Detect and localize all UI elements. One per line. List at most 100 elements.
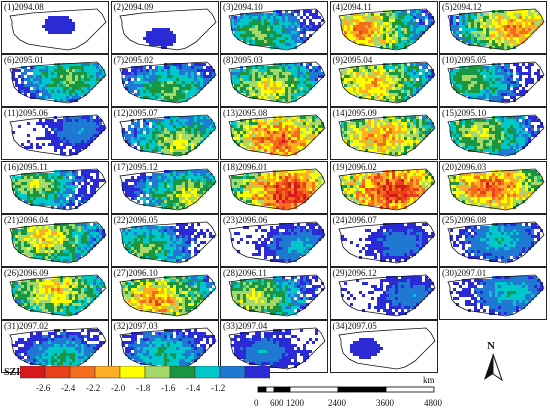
panel-label: (34)2097.05 <box>332 321 377 332</box>
drought-map <box>118 168 216 211</box>
drought-map <box>228 114 326 157</box>
panel-label: (13)2095.08 <box>223 108 268 119</box>
scale-segment <box>289 386 339 393</box>
panel-label: (21)2096.04 <box>4 214 49 225</box>
region-outline <box>118 327 216 370</box>
scale-segment <box>265 386 275 393</box>
panel-label: (26)2096.09 <box>4 268 49 278</box>
drought-map <box>447 168 545 211</box>
drought-map <box>337 168 435 211</box>
drought-map <box>9 114 107 157</box>
map-panel: (11)2095.06 <box>1 107 109 161</box>
drought-map <box>337 114 435 157</box>
map-panel: (13)2095.08 <box>220 107 328 161</box>
panel-label: (31)2097.02 <box>4 321 49 332</box>
north-arrow-icon <box>484 354 503 382</box>
map-panel: (4)2094.11 <box>329 1 438 54</box>
scale-segment <box>337 386 387 393</box>
map-panel: (15)2095.10 <box>439 107 547 161</box>
drought-map <box>337 61 435 104</box>
legend-tick-label: -1.2 <box>211 383 226 393</box>
map-panel: (9)2095.04 <box>329 54 438 108</box>
scale-tick-label: 600 <box>270 398 284 408</box>
drought-map <box>118 114 216 157</box>
legend-swatch <box>144 366 171 379</box>
drought-map <box>337 274 435 317</box>
panel-label: (10)2095.05 <box>442 55 487 66</box>
region-outline <box>228 221 326 264</box>
region-outline <box>447 114 545 157</box>
legend-tick-label: -1.6 <box>161 383 176 393</box>
drought-map <box>9 274 107 317</box>
region-outline <box>337 168 435 211</box>
map-panel: (32)2097.03 <box>110 320 219 374</box>
drought-map <box>447 274 545 317</box>
region-outline <box>447 221 545 264</box>
legend-swatch <box>194 366 221 379</box>
map-panel: (5)2094.12 <box>439 1 547 54</box>
panel-label: (30)2097.01 <box>442 268 487 278</box>
legend-swatch <box>94 366 121 379</box>
legend-tick-label: -2.0 <box>111 383 126 393</box>
region-outline <box>337 8 435 51</box>
region-outline <box>118 61 216 104</box>
region-outline <box>447 61 545 104</box>
scale-tick-label: 0 <box>254 398 259 408</box>
panel-label: (29)2096.12 <box>332 268 377 278</box>
drought-map <box>9 8 107 51</box>
scale-tick-label: 2400 <box>328 398 346 408</box>
map-panel: (24)2096.07 <box>329 213 438 267</box>
drought-map <box>447 221 545 264</box>
map-panel: (14)2095.09 <box>329 107 438 161</box>
drought-map <box>9 327 107 370</box>
region-outline <box>118 221 216 264</box>
region-outline <box>118 8 216 51</box>
map-panel: (12)2095.07 <box>110 107 219 161</box>
map-panel: (10)2095.05 <box>439 54 547 108</box>
legend-title: SZI <box>4 367 21 378</box>
panel-label: (6)2095.01 <box>4 55 44 66</box>
panel-label: (28)2096.11 <box>223 268 267 278</box>
panel-label: (7)2095.02 <box>113 55 154 66</box>
panel-label: (8)2095.03 <box>223 55 263 66</box>
legend-tick-label: -2.6 <box>36 383 51 393</box>
panel-label: (14)2095.09 <box>332 108 377 119</box>
region-outline <box>9 114 107 157</box>
region-outline <box>9 8 107 51</box>
region-outline <box>228 327 326 370</box>
drought-map <box>118 8 216 51</box>
region-outline <box>118 274 216 317</box>
panel-label: (18)2096.01 <box>223 161 268 172</box>
map-panel: (34)2097.05 <box>329 320 438 374</box>
drought-map <box>9 61 107 104</box>
map-panel: (18)2096.01 <box>220 160 328 214</box>
panel-label: (19)2096.02 <box>332 161 377 172</box>
region-outline <box>9 168 107 211</box>
north-letter: N <box>487 340 495 352</box>
scale-segment <box>257 386 267 393</box>
legend-tick-label: -1.4 <box>186 383 201 393</box>
map-panel: (2)2094.09 <box>110 1 219 54</box>
map-panel: (23)2096.06 <box>220 213 328 267</box>
drought-map <box>9 221 107 264</box>
panel-label: (25)2096.08 <box>442 214 487 225</box>
drought-map <box>337 327 435 370</box>
scale-unit: km <box>423 375 435 385</box>
north-arrow: N <box>478 340 508 385</box>
map-panel: (26)2096.09 <box>1 267 109 320</box>
drought-map <box>9 168 107 211</box>
region-outline <box>447 8 545 51</box>
drought-map <box>447 61 545 104</box>
map-panel: (17)2095.12 <box>110 160 219 214</box>
panel-label: (1)2094.08 <box>4 2 44 12</box>
map-panel: (30)2097.01 <box>439 267 547 320</box>
region-outline <box>228 61 326 104</box>
region-outline <box>337 221 435 264</box>
drought-map <box>118 61 216 104</box>
map-panel: (6)2095.01 <box>1 54 109 108</box>
panel-label: (9)2095.04 <box>332 55 373 66</box>
map-panel: (19)2096.02 <box>329 160 438 214</box>
region-outline <box>118 114 216 157</box>
map-panel: (22)2096.05 <box>110 213 219 267</box>
region-outline <box>447 274 545 317</box>
